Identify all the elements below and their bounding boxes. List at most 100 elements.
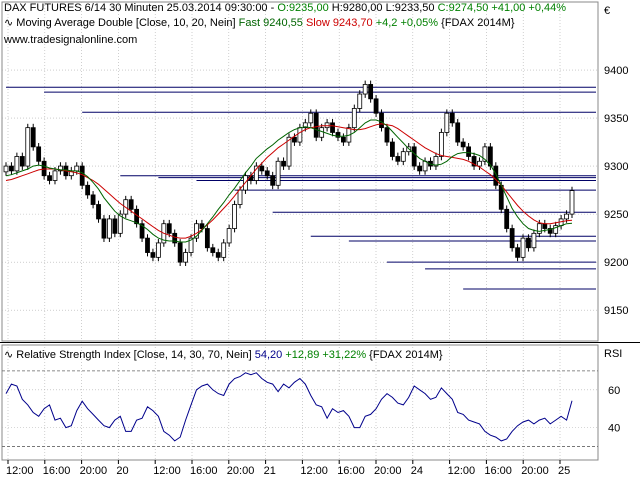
candle-body [553, 225, 559, 234]
candle-body [526, 237, 531, 249]
candle-body [466, 146, 471, 157]
x-tick-label: 20 [116, 465, 128, 477]
currency-symbol: € [604, 5, 610, 17]
candle-body [351, 108, 357, 129]
candle-body [564, 213, 569, 220]
rsi-symbol: {FDAX 2014M} [369, 349, 443, 361]
candle-body [139, 223, 145, 239]
candle-body [335, 132, 341, 138]
x-tick-label: 12:00 [448, 465, 476, 477]
candle-body [155, 242, 161, 258]
x-tick-label: 24 [411, 465, 423, 477]
candle-body [504, 208, 510, 229]
candle-body [460, 141, 466, 148]
candle-body [368, 84, 374, 100]
candle-body [259, 165, 265, 172]
candle-body [58, 165, 63, 172]
candle-body [101, 218, 107, 239]
fast-ma-label: Fast 9240,55 [238, 17, 303, 29]
candle-body [449, 112, 455, 124]
rsi-title: Relative Strength Index [Close, 14, 30, … [16, 349, 252, 361]
candle-body [292, 136, 297, 143]
candle-body [19, 156, 25, 167]
candle-body [215, 252, 221, 258]
candle-body [36, 146, 42, 162]
rsi-icon: ∿ [4, 349, 14, 361]
website-label[interactable]: www.tradesignalonline.com [4, 34, 138, 46]
candle-body [188, 237, 194, 253]
candle-body [14, 156, 20, 172]
x-tick-label: 16:00 [337, 465, 365, 477]
chart-title: DAX FUTURES 6/14 30 Minuten 25.03.2014 0… [4, 2, 278, 14]
candle-body [308, 112, 314, 124]
candle-body [302, 122, 308, 129]
candle-body [487, 146, 493, 167]
candle-body [390, 141, 395, 157]
candle-body [455, 122, 461, 143]
fast-ma-line [5, 119, 573, 243]
candle-body [536, 223, 542, 234]
candle-body [177, 242, 183, 263]
candle-body [379, 112, 384, 129]
x-tick-label: 20:00 [227, 465, 255, 477]
candle-body [112, 218, 118, 234]
candle-body [281, 160, 286, 167]
candle-body [395, 156, 401, 162]
candle-body [438, 132, 444, 157]
candle-body [183, 252, 188, 263]
price-tick-label: 9150 [604, 305, 628, 317]
candle-body [150, 252, 156, 258]
rsi-change: +12,89 +31,22% [285, 349, 367, 361]
x-tick-label: 12:00 [300, 465, 328, 477]
open-value: O:9235,00 [277, 2, 329, 14]
rsi-y-axis: 40 60 [608, 385, 620, 435]
horizontal-levels [6, 86, 596, 290]
candle-body [509, 228, 515, 249]
slow-ma-line [5, 123, 573, 239]
candle-body [145, 237, 150, 253]
rsi-value: 54,20 [254, 349, 283, 361]
candle-body [444, 112, 450, 133]
candle-body [373, 98, 379, 114]
candle-body [341, 136, 346, 143]
ma-header: ∿ Moving Average Double [Close, 10, 20, … [4, 16, 515, 29]
candle-body [542, 223, 548, 229]
x-tick-label: 21 [264, 465, 276, 477]
price-tick-label: 9300 [604, 161, 628, 173]
time-x-axis: 12:00 16:00 20:00 20 12:00 16:00 20:00 21 12:00 1… [6, 460, 570, 477]
candle-body [477, 160, 482, 167]
rsi-axis-label: RSI [604, 348, 622, 360]
candle-body [96, 204, 101, 220]
x-tick-label: 25 [558, 465, 570, 477]
candle-body [411, 146, 417, 167]
x-tick-label: 16:00 [190, 465, 218, 477]
candle-body [107, 218, 112, 239]
candle-body [330, 122, 335, 133]
price-y-axis: 9150 9200 9250 9300 9350 9400 [604, 65, 628, 317]
candle-body [221, 242, 227, 258]
candle-body [482, 146, 488, 162]
candle-body [9, 165, 14, 172]
rsi-panel-frame [1, 344, 599, 461]
x-tick-label: 12:00 [6, 465, 34, 477]
price-tick-label: 9400 [604, 65, 628, 77]
candle-body [286, 136, 292, 167]
high-value: H:9280,00 [331, 2, 383, 14]
price-panel-frame [1, 1, 599, 342]
candle-body [74, 165, 80, 172]
candle-body [41, 160, 47, 177]
rsi-bands [2, 370, 598, 447]
candle-body [471, 156, 477, 167]
rsi-tick-label: 60 [608, 385, 620, 397]
close-value: C:9274,50 +41,00 +0,44% [437, 2, 567, 14]
candle-body [226, 228, 232, 244]
candle-body [400, 151, 406, 162]
candle-body [172, 232, 178, 244]
candle-body [52, 170, 58, 181]
candle-body [237, 189, 243, 205]
candle-body [422, 160, 428, 172]
candle-body [166, 223, 172, 234]
x-tick-label: 12:00 [153, 465, 181, 477]
candle-body [357, 93, 363, 109]
price-tick-label: 9200 [604, 257, 628, 269]
